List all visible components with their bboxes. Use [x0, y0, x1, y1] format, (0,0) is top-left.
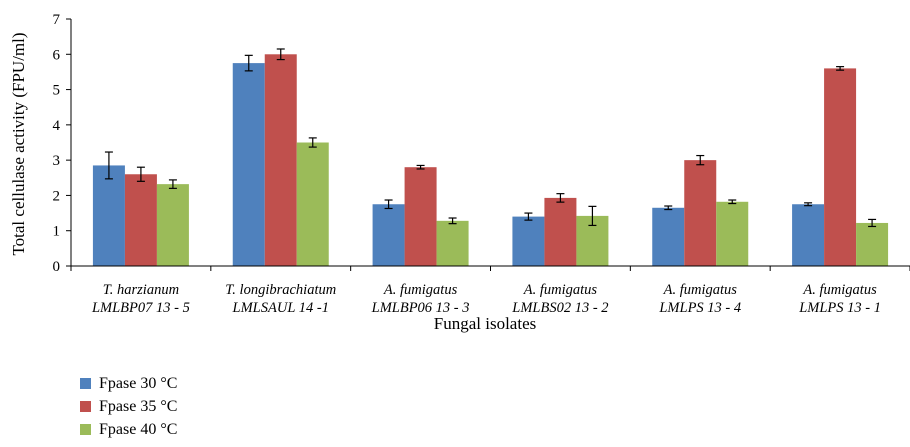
y-axis: 0 1 2 3 4 5 6 7: [53, 12, 72, 275]
legend-label: Fpase 40 °C: [99, 420, 178, 438]
bar: [124, 174, 157, 266]
bar: [544, 197, 577, 266]
legend-item: Fpase 40 °C: [80, 418, 177, 441]
x-tick-label: LMLBS02 13 - 2: [511, 300, 608, 316]
x-tick-label: LMLPS 13 - 4: [658, 300, 741, 316]
bar: [792, 204, 825, 266]
bar: [652, 207, 685, 266]
legend: Fpase 30 °C Fpase 35 °C Fpase 40 °C: [80, 372, 177, 441]
legend-swatch: [80, 424, 91, 435]
legend-item: Fpase 35 °C: [80, 395, 177, 418]
bar: [156, 184, 189, 266]
x-tick-label: A. fumigatus: [523, 282, 598, 298]
bar: [372, 204, 405, 266]
bars: [92, 48, 889, 267]
y-axis-title: Total cellulase activity (FPU/ml): [9, 32, 28, 255]
bar-chart: 0 1 2 3 4 5 6 7 T. harzianum LMLBP07 13 - 5 T. lo…: [9, 12, 910, 333]
y-tick-label: 1: [53, 224, 61, 240]
bar: [232, 63, 265, 266]
bar: [512, 216, 545, 266]
bar: [404, 167, 437, 266]
x-tick-label: LMLBP06 13 - 3: [371, 300, 470, 316]
x-axis: T. harzianum LMLBP07 13 - 5 T. longibrachi…: [70, 265, 910, 316]
x-tick-label: A. fumigatus: [663, 282, 738, 298]
bar: [296, 142, 329, 266]
legend-label: Fpase 35 °C: [99, 397, 178, 415]
x-axis-title: Fungal isolates: [434, 314, 536, 333]
x-tick-label: LMLBP07 13 - 5: [91, 300, 190, 316]
x-tick-label: A. fumigatus: [802, 282, 877, 298]
y-tick-label: 0: [53, 259, 61, 275]
x-tick-label: A. fumigatus: [383, 282, 458, 298]
y-tick-label: 7: [53, 12, 61, 28]
bar: [684, 160, 717, 266]
legend-label: Fpase 30 °C: [99, 374, 178, 392]
x-tick-label: T. longibrachiatum: [225, 282, 336, 298]
y-tick-label: 4: [53, 118, 61, 134]
x-tick-label: LMLPS 13 - 1: [798, 300, 881, 316]
bar: [92, 165, 125, 266]
x-tick-label: T. harzianum: [103, 282, 179, 298]
legend-item: Fpase 30 °C: [80, 372, 177, 395]
y-tick-label: 2: [53, 188, 61, 204]
y-tick-label: 3: [53, 153, 61, 169]
y-tick-label: 5: [53, 83, 61, 99]
x-tick-label: LMLSAUL 14 -1: [232, 300, 329, 316]
bar: [856, 222, 889, 266]
bar: [436, 220, 469, 266]
y-tick-label: 6: [53, 47, 61, 63]
bar: [264, 54, 297, 267]
bar: [716, 201, 749, 266]
legend-swatch: [80, 401, 91, 412]
bar: [824, 68, 857, 267]
legend-swatch: [80, 378, 91, 389]
